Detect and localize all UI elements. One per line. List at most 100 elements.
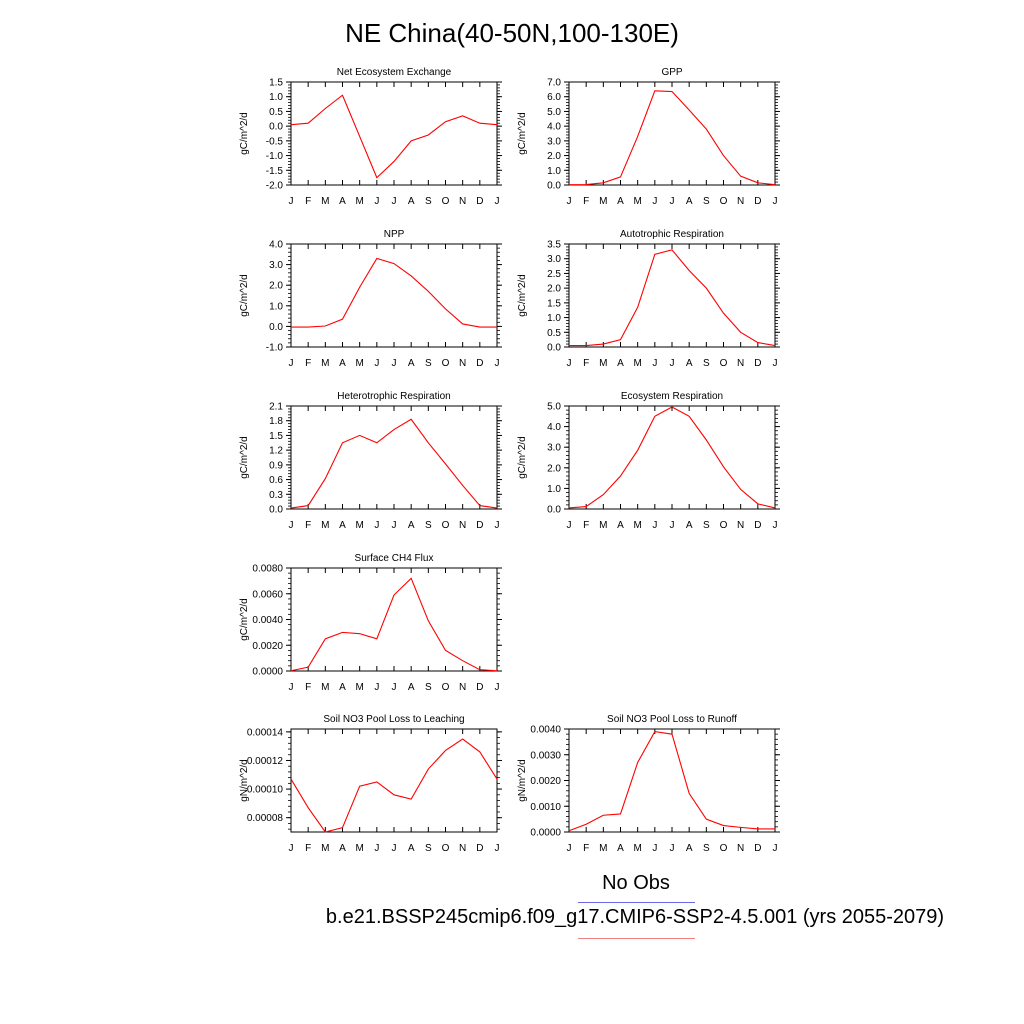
- x-tick-label: A: [617, 196, 624, 207]
- x-tick-label: A: [408, 196, 415, 207]
- y-tick-label: -2.0: [266, 181, 284, 192]
- y-tick-label: 2.0: [547, 284, 561, 295]
- data-point: [654, 90, 656, 92]
- data-point: [774, 507, 776, 509]
- x-tick-label: M: [633, 843, 641, 854]
- x-tick-label: J: [652, 520, 657, 531]
- x-tick-label: J: [374, 520, 379, 531]
- data-point: [620, 813, 622, 815]
- x-tick-label: A: [408, 520, 415, 531]
- x-tick-label: D: [754, 196, 761, 207]
- panel-title: Ecosystem Respiration: [621, 391, 723, 402]
- data-point: [585, 345, 587, 347]
- legend-obs-line: [578, 902, 695, 903]
- plot-frame: [290, 81, 498, 186]
- data-point: [637, 135, 639, 137]
- data-point: [324, 478, 326, 480]
- y-tick-label: 0.00012: [247, 756, 284, 767]
- y-tick-label: 0.00014: [247, 727, 284, 738]
- y-tick-label: 0.0030: [530, 750, 561, 761]
- x-tick-label: S: [425, 682, 432, 693]
- data-point: [774, 828, 776, 830]
- y-tick-label: 0.0000: [530, 828, 561, 839]
- data-point: [637, 449, 639, 451]
- x-tick-label: J: [670, 196, 675, 207]
- data-point: [445, 463, 447, 465]
- data-point: [740, 488, 742, 490]
- x-tick-label: A: [686, 520, 693, 531]
- data-point: [723, 155, 725, 157]
- data-point: [654, 253, 656, 255]
- data-point: [427, 768, 429, 770]
- x-tick-label: A: [617, 843, 624, 854]
- data-point: [585, 823, 587, 825]
- x-tick-label: D: [476, 843, 483, 854]
- y-tick-label: 5.0: [547, 402, 561, 413]
- x-tick-label: F: [305, 843, 311, 854]
- x-tick-label: D: [476, 520, 483, 531]
- x-tick-label: J: [567, 196, 572, 207]
- data-point: [774, 184, 776, 186]
- x-tick-label: J: [652, 358, 657, 369]
- x-tick-label: M: [599, 196, 607, 207]
- data-point: [393, 594, 395, 596]
- data-point: [740, 175, 742, 177]
- x-tick-label: J: [670, 358, 675, 369]
- data-point: [620, 475, 622, 477]
- data-point: [757, 342, 759, 344]
- x-tick-label: D: [476, 196, 483, 207]
- x-tick-label: A: [339, 843, 346, 854]
- x-tick-label: J: [374, 358, 379, 369]
- data-point: [705, 439, 707, 441]
- data-point: [620, 339, 622, 341]
- x-tick-label: A: [408, 682, 415, 693]
- data-point: [307, 326, 309, 328]
- panel-title: NPP: [384, 229, 405, 240]
- data-point: [568, 830, 570, 832]
- y-tick-label: 0.0000: [252, 667, 283, 678]
- x-tick-label: O: [720, 843, 728, 854]
- data-point: [290, 778, 292, 780]
- x-tick-label: M: [633, 196, 641, 207]
- series-line: [290, 94, 498, 179]
- x-tick-label: J: [670, 843, 675, 854]
- panel-title: GPP: [661, 67, 682, 78]
- data-point: [462, 738, 464, 740]
- x-tick-label: J: [567, 358, 572, 369]
- y-tick-label: 3.5: [547, 240, 561, 251]
- y-tick-label: 3.0: [269, 260, 283, 271]
- panel-title: Net Ecosystem Exchange: [337, 67, 452, 78]
- data-point: [671, 406, 673, 408]
- y-tick-label: 0.6: [269, 475, 283, 486]
- data-point: [342, 318, 344, 320]
- x-tick-label: J: [495, 520, 500, 531]
- data-point: [602, 494, 604, 496]
- data-point: [290, 507, 292, 509]
- x-tick-label: J: [392, 682, 397, 693]
- x-tick-label: A: [686, 358, 693, 369]
- data-point: [342, 94, 344, 96]
- data-point: [393, 429, 395, 431]
- data-point: [602, 814, 604, 816]
- x-tick-label: J: [652, 196, 657, 207]
- x-tick-label: O: [442, 843, 450, 854]
- plot-frame: [290, 567, 498, 672]
- data-point: [410, 140, 412, 142]
- data-point: [359, 135, 361, 137]
- x-tick-label: J: [567, 520, 572, 531]
- x-tick-label: O: [442, 682, 450, 693]
- x-tick-label: M: [355, 358, 363, 369]
- x-tick-label: A: [617, 520, 624, 531]
- x-tick-label: M: [321, 520, 329, 531]
- x-tick-label: A: [408, 358, 415, 369]
- x-tick-label: J: [495, 196, 500, 207]
- data-point: [496, 507, 498, 509]
- data-point: [427, 134, 429, 136]
- y-tick-label: 2.0: [269, 281, 283, 292]
- x-tick-label: F: [583, 843, 589, 854]
- data-point: [290, 670, 292, 672]
